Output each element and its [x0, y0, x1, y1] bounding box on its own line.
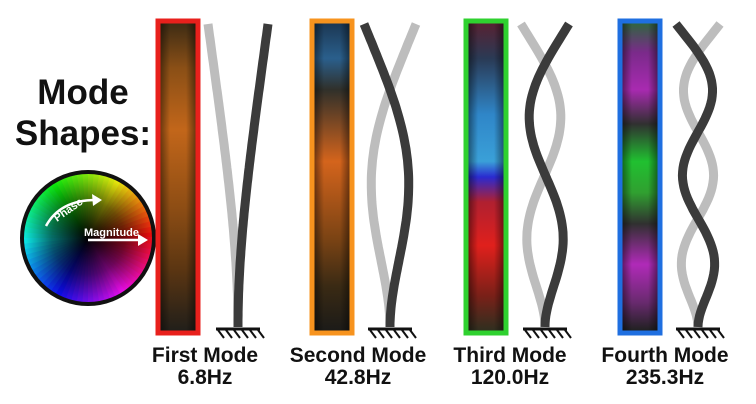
mode-name-fourth: Fourth Mode — [601, 344, 728, 367]
mode-shape-diagram-third — [517, 21, 573, 328]
mode-shape-dark-curve — [672, 21, 720, 328]
mode-shape-dark-curve — [233, 23, 273, 327]
heading-line-1: Mode — [37, 73, 128, 112]
mode-shape-diagram-first — [203, 23, 273, 327]
mode-shape-diagram-second — [359, 22, 421, 327]
mode-frame-third — [463, 18, 509, 336]
mode-frame-fourth — [617, 18, 663, 336]
magnitude-label: Magnitude — [84, 227, 139, 239]
phase-magnitude-color-wheel: Phase Magnitude — [20, 170, 156, 306]
mode-frequency-first: 6.8Hz — [178, 366, 233, 389]
mode-group-first: First Mode 6.8Hz — [152, 18, 273, 389]
mode-group-fourth: Fourth Mode 235.3Hz — [601, 18, 729, 389]
mode-shape-light-curve — [203, 23, 243, 327]
mode-frame-second — [309, 18, 355, 336]
mode-frequency-fourth: 235.3Hz — [626, 366, 704, 389]
mode-name-second: Second Mode — [290, 344, 427, 367]
heading-line-2: Shapes: — [15, 114, 151, 153]
mode-frequency-second: 42.8Hz — [325, 366, 392, 389]
mode-name-first: First Mode — [152, 344, 258, 367]
mode-shape-diagram-fourth — [672, 21, 724, 328]
ground-support-icon — [523, 327, 572, 339]
phase-arrow-icon — [44, 198, 97, 227]
mode-group-second: Second Mode 42.8Hz — [290, 18, 427, 389]
mode-name-third: Third Mode — [453, 344, 566, 367]
mode-shape-dark-curve — [359, 22, 414, 327]
mode-shape-light-curve — [366, 22, 421, 327]
mode-shape-light-curve — [676, 21, 724, 328]
ground-support-icon — [216, 327, 265, 339]
mode-shape-dark-curve — [524, 21, 573, 328]
phase-arrowhead-icon — [92, 194, 102, 206]
ground-support-icon — [676, 327, 725, 339]
mode-group-third: Third Mode 120.0Hz — [453, 18, 573, 389]
magnitude-arrowhead-icon — [138, 234, 148, 246]
ground-support-icon — [368, 327, 417, 339]
mode-frequency-third: 120.0Hz — [471, 366, 549, 389]
mode-frame-first — [155, 18, 201, 336]
